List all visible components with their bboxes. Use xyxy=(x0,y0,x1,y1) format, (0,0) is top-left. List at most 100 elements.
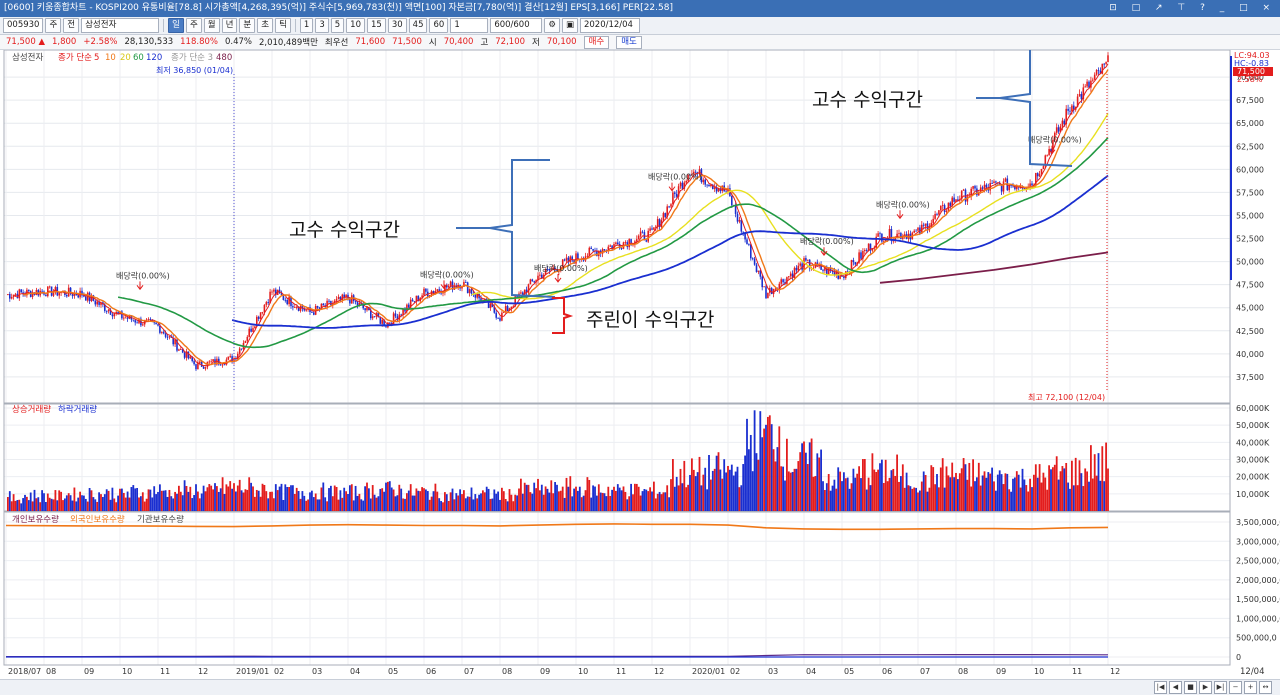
interval-10[interactable]: 10 xyxy=(346,18,365,33)
volume-bar xyxy=(647,491,650,511)
window-controls[interactable]: ⊡ □ ↗ ⊤ ? _ □ × xyxy=(1109,3,1276,13)
legend-ma-20: 20 xyxy=(120,53,131,63)
candle-body xyxy=(246,336,249,341)
save-icon[interactable]: ▣ xyxy=(561,18,578,33)
interval-15[interactable]: 15 xyxy=(367,18,386,33)
zoom-in-icon[interactable]: + xyxy=(1244,681,1257,694)
volume-bar xyxy=(850,483,853,511)
tab-tick[interactable]: 틱 xyxy=(275,18,291,33)
candle-body xyxy=(864,250,866,252)
candle-body xyxy=(1084,86,1086,88)
volume-bar xyxy=(829,490,832,511)
candle-body xyxy=(94,300,97,305)
candle-body xyxy=(18,289,21,299)
volume-bar xyxy=(879,463,881,511)
candle-body xyxy=(1044,155,1047,167)
chart-toolbar: 005930 주 전 삼성전자 일 주 월 년 분 초 틱 1 3 5 10 1… xyxy=(0,17,1280,35)
volume-bar xyxy=(949,477,952,511)
candle-body xyxy=(394,313,397,317)
settings-icon[interactable]: ⚙ xyxy=(544,18,560,33)
sell-button[interactable]: 매도 xyxy=(616,35,642,49)
stock-name-field[interactable]: 삼성전자 xyxy=(81,18,160,33)
candle-body xyxy=(748,244,750,245)
volume-bar xyxy=(160,490,163,511)
volume-bar xyxy=(350,484,353,511)
candle-body xyxy=(964,189,967,202)
date-tick-label: 07 xyxy=(464,667,474,676)
period-button-2[interactable]: 전 xyxy=(63,18,80,33)
date-tick-label: 08 xyxy=(46,667,56,676)
tab-day[interactable]: 일 xyxy=(168,18,184,33)
volume-bar xyxy=(1008,489,1011,511)
volume-bar xyxy=(1015,471,1018,511)
prev-icon[interactable]: ◀ xyxy=(1169,681,1182,694)
candle-body xyxy=(846,271,849,273)
tab-minute[interactable]: 분 xyxy=(239,18,256,33)
fit-icon[interactable]: ↔ xyxy=(1259,681,1272,694)
volume-bar xyxy=(312,497,315,511)
interval-5[interactable]: 5 xyxy=(330,18,345,33)
candle-body xyxy=(181,349,184,353)
buy-button[interactable]: 매수 xyxy=(583,35,610,49)
stock-code-input[interactable]: 005930 xyxy=(3,18,44,33)
window-titlebar: [0600] 키움종합차트 - KOSPI200 유통비율[78.8] 시가총액… xyxy=(0,0,1280,17)
volume-bar xyxy=(884,459,887,511)
range-input[interactable]: 600/600 xyxy=(490,18,543,33)
volume-bar xyxy=(702,474,705,511)
next-icon[interactable]: ▶ xyxy=(1199,681,1212,694)
volume-bar xyxy=(12,494,15,511)
period-button-1[interactable]: 주 xyxy=(45,18,62,33)
interval-45[interactable]: 45 xyxy=(408,18,428,33)
first-icon[interactable]: |◀ xyxy=(1154,681,1167,694)
tab-year[interactable]: 년 xyxy=(221,18,238,33)
stop-icon[interactable]: ■ xyxy=(1184,681,1197,694)
volume-bar xyxy=(394,496,397,511)
legend-ma-10: 10 xyxy=(105,53,116,63)
holdings-pane: 개인보유수량 외국인보유수량 기관보유수량 0 500,000,0 1,000,00… xyxy=(3,511,1280,666)
zoom-out-icon[interactable]: − xyxy=(1229,681,1242,694)
volume-bar xyxy=(1080,473,1083,511)
stock-chart[interactable]: 37,50040,00042,50045,00047,50050,00052,5… xyxy=(0,50,1280,679)
candle-body xyxy=(541,274,543,279)
date-tick-label: 10 xyxy=(122,667,132,676)
candle-body xyxy=(556,269,558,272)
interval-1[interactable]: 1 xyxy=(299,18,314,33)
interval-30[interactable]: 30 xyxy=(387,18,407,33)
candle-body xyxy=(812,267,815,269)
candle-body xyxy=(618,243,621,249)
candle-body xyxy=(195,364,197,370)
date-input[interactable]: 2020/12/04 xyxy=(579,18,640,33)
volume-bar xyxy=(936,474,938,511)
candle-body xyxy=(710,184,712,187)
candle-body xyxy=(675,193,678,197)
candle-body xyxy=(955,199,957,202)
tab-second[interactable]: 초 xyxy=(257,18,274,33)
candle-body xyxy=(962,189,965,191)
volume-bar xyxy=(404,498,406,511)
candle-body xyxy=(677,186,680,197)
volume-bar xyxy=(776,447,779,511)
count-input[interactable]: 1 xyxy=(450,18,489,33)
last-icon[interactable]: ▶| xyxy=(1214,681,1227,694)
volume-bar xyxy=(466,496,469,511)
interval-60[interactable]: 60 xyxy=(429,18,449,33)
interval-3[interactable]: 3 xyxy=(315,18,329,33)
tab-month[interactable]: 월 xyxy=(203,18,220,33)
candle-body xyxy=(949,202,952,206)
price-tick-label: 37,500 xyxy=(1236,373,1264,382)
candle-body xyxy=(900,233,902,239)
date-tick-label: 08 xyxy=(502,667,512,676)
ma-line-40 xyxy=(471,113,1109,300)
volume-bar xyxy=(578,486,581,511)
volume-bar xyxy=(846,477,849,511)
candle-body xyxy=(446,284,448,288)
tab-week[interactable]: 주 xyxy=(185,18,202,33)
volume-bar xyxy=(280,483,283,511)
date-tick-label: 2019/01 xyxy=(236,667,269,676)
dividend-markers: 배당락(0.00%) 배당락(0.00%) 배당락(0.00%) 배당락(0.00%)… xyxy=(116,135,1082,291)
candle-body xyxy=(341,294,344,301)
price-tags: LC:94.03 HC:-0.83 71,500 2.58% xyxy=(1230,51,1273,280)
volume-bar xyxy=(588,479,591,511)
volume-bar xyxy=(250,482,252,511)
candle-body xyxy=(71,293,74,297)
